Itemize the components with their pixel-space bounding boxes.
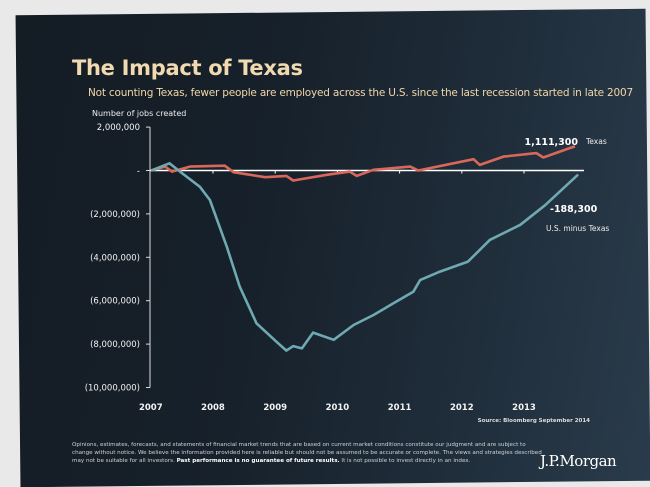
y-tick-label: 2,000,000: [97, 123, 140, 133]
y-tick-label: (2,000,000): [90, 210, 140, 220]
y-tick-label: (8,000,000): [90, 340, 140, 350]
y-tick-label: -: [137, 167, 140, 177]
disclaimer: Opinions, estimates, forecasts, and stat…: [72, 441, 542, 465]
x-tick-label: 2007: [139, 403, 163, 413]
chart-title: The Impact of Texas: [72, 56, 303, 80]
source-note: Source: Bloomberg September 2014: [478, 418, 591, 424]
x-tick-label: 2008: [201, 403, 225, 413]
x-tick-label: 2011: [388, 403, 412, 413]
texas-legend-label: Texas: [585, 137, 607, 146]
x-tick-label: 2012: [450, 403, 474, 413]
series-line-us-minus-texas: [150, 162, 579, 352]
us-end-value: -188,300: [550, 204, 598, 215]
y-tick-label: (6,000,000): [90, 297, 140, 307]
us-legend-label: U.S. minus Texas: [546, 224, 609, 233]
disclaimer-text-end: It is not possible to invest directly in…: [339, 458, 471, 464]
disclaimer-text: Opinions, estimates, forecasts, and stat…: [72, 442, 542, 464]
disclaimer-bold: Past performance is no guarantee of futu…: [176, 458, 340, 464]
y-axis-label: Number of jobs created: [92, 109, 187, 118]
y-tick-label: (4,000,000): [90, 253, 140, 263]
x-tick-label: 2013: [512, 403, 536, 413]
jpmorgan-logo: J.P.Morgan: [540, 452, 617, 470]
x-tick-label: 2010: [326, 403, 350, 413]
y-tick-label: (10,000,000): [85, 384, 140, 394]
chart-subtitle: Not counting Texas, fewer people are emp…: [88, 87, 633, 99]
series-line-texas: [150, 145, 576, 182]
x-tick-label: 2009: [263, 403, 287, 413]
texas-end-value: 1,111,300: [525, 137, 579, 148]
